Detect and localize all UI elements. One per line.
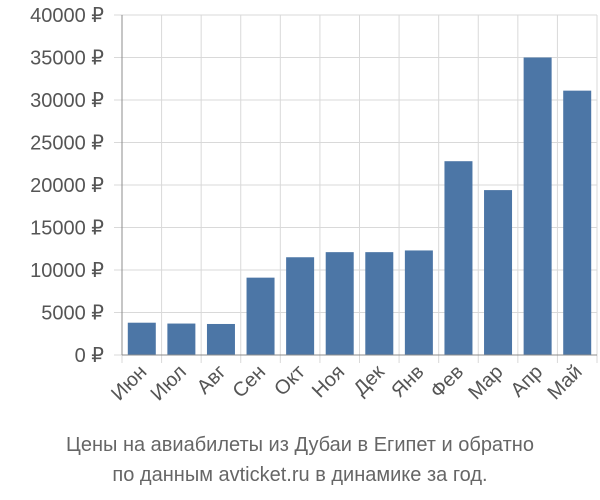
x-tick-label: Дек: [350, 361, 389, 400]
gridlines: [114, 14, 598, 363]
y-tick-label: 20000 ₽: [30, 175, 104, 197]
bar-Ноя: [325, 252, 354, 355]
x-tick-label: Мар: [464, 361, 507, 404]
bar-Май: [563, 90, 592, 356]
x-tick-label: Ноя: [308, 361, 349, 402]
bars: [127, 57, 592, 356]
x-tick-label: Сен: [229, 361, 270, 402]
bar-Окт: [286, 257, 315, 355]
x-tick-label: Июл: [147, 361, 191, 405]
x-tick-label: Май: [543, 361, 586, 404]
y-tick-label: 25000 ₽: [30, 133, 104, 155]
bar-Июн: [127, 322, 156, 355]
x-tick-label: Авг: [193, 361, 231, 399]
x-tick-label: Янв: [387, 361, 428, 402]
bar-Апр: [523, 57, 552, 355]
bar-Авг: [206, 323, 235, 355]
bar-Июл: [167, 323, 196, 355]
bar-Янв: [404, 250, 433, 355]
y-tick-label: 40000 ₽: [30, 5, 104, 27]
x-tick-label: Апр: [507, 361, 548, 402]
x-tick-label: Окт: [270, 361, 309, 400]
y-tick-label: 30000 ₽: [30, 90, 104, 112]
y-tick-label: 10000 ₽: [30, 260, 104, 282]
y-tick-label: 35000 ₽: [30, 48, 104, 70]
bar-Фев: [444, 161, 473, 355]
bar-Мар: [484, 190, 513, 355]
chart-caption-line-2: по данным avticket.ru в динамике за год.: [112, 464, 488, 486]
axes: [121, 15, 597, 356]
y-tick-label: 15000 ₽: [30, 218, 104, 240]
x-tick-label: Фев: [426, 361, 468, 403]
y-tick-labels: 0 ₽ 5000 ₽ 10000 ₽ 15000 ₽ 20000 ₽ 25000 ₽ 300…: [30, 5, 104, 367]
y-tick-label: 5000 ₽: [41, 303, 104, 325]
bar-Сен: [246, 277, 275, 355]
y-tick-label: 0 ₽: [75, 345, 105, 367]
x-tick-label: Июн: [107, 361, 151, 405]
bar-Дек: [365, 252, 394, 355]
chart-caption-line-1: Цены на авиабилеты из Дубаи в Египет и о…: [66, 434, 534, 456]
